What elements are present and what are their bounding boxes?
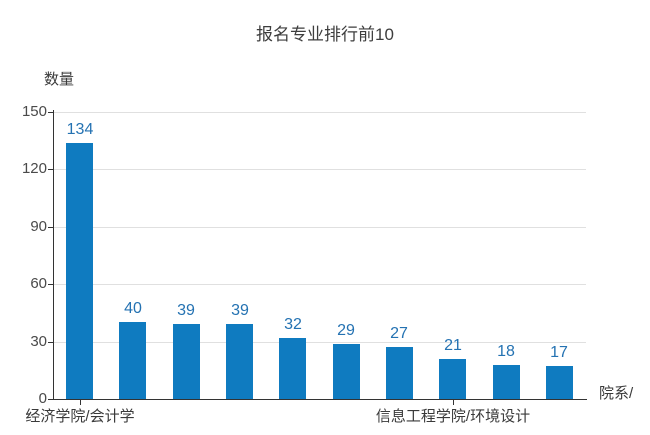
bar — [439, 359, 466, 399]
x-category-label: 经济学院/会计学 — [25, 408, 135, 425]
y-tick-label: 120 — [21, 160, 47, 177]
y-axis-tick — [48, 342, 53, 343]
y-axis-line — [53, 110, 54, 399]
x-axis-line — [53, 399, 587, 400]
bar-value-label: 17 — [550, 344, 568, 361]
bar — [386, 347, 413, 399]
y-axis-title: 数量 — [44, 71, 75, 88]
x-category-label: 信息工程学院/环境设计 — [375, 408, 531, 425]
y-axis-tick — [48, 284, 53, 285]
y-tick-label: 90 — [30, 218, 47, 235]
bar-value-label: 18 — [497, 343, 515, 360]
gridline — [53, 227, 586, 228]
bar — [333, 344, 360, 399]
bar — [173, 324, 200, 399]
gridline — [53, 342, 586, 343]
bar — [279, 338, 306, 399]
y-axis-tick — [48, 227, 53, 228]
y-tick-label: 0 — [38, 390, 47, 407]
gridline — [53, 284, 586, 285]
bar-value-label: 39 — [231, 302, 249, 319]
bar-value-label: 39 — [177, 302, 195, 319]
chart-title: 报名专业排行前10 — [256, 25, 394, 44]
x-axis-tick — [80, 400, 81, 405]
bar-value-label: 27 — [390, 325, 408, 342]
gridline — [53, 112, 586, 113]
bar-value-label: 21 — [444, 337, 462, 354]
y-axis-tick — [48, 169, 53, 170]
bar-value-label: 29 — [337, 322, 355, 339]
bar — [493, 365, 520, 399]
bar — [66, 143, 93, 399]
bar-value-label: 32 — [284, 316, 302, 333]
bar — [119, 322, 146, 399]
y-tick-label: 30 — [30, 333, 47, 350]
bar — [546, 366, 573, 399]
y-axis-tick — [48, 399, 53, 400]
x-axis-title: 院系/ — [599, 385, 634, 402]
y-tick-label: 60 — [30, 275, 47, 292]
bar-value-label: 40 — [124, 300, 142, 317]
bar — [226, 324, 253, 399]
gridline — [53, 169, 586, 170]
y-tick-label: 150 — [21, 103, 47, 120]
y-axis-tick — [48, 112, 53, 113]
bar-value-label: 134 — [66, 121, 94, 138]
x-axis-tick — [453, 400, 454, 405]
